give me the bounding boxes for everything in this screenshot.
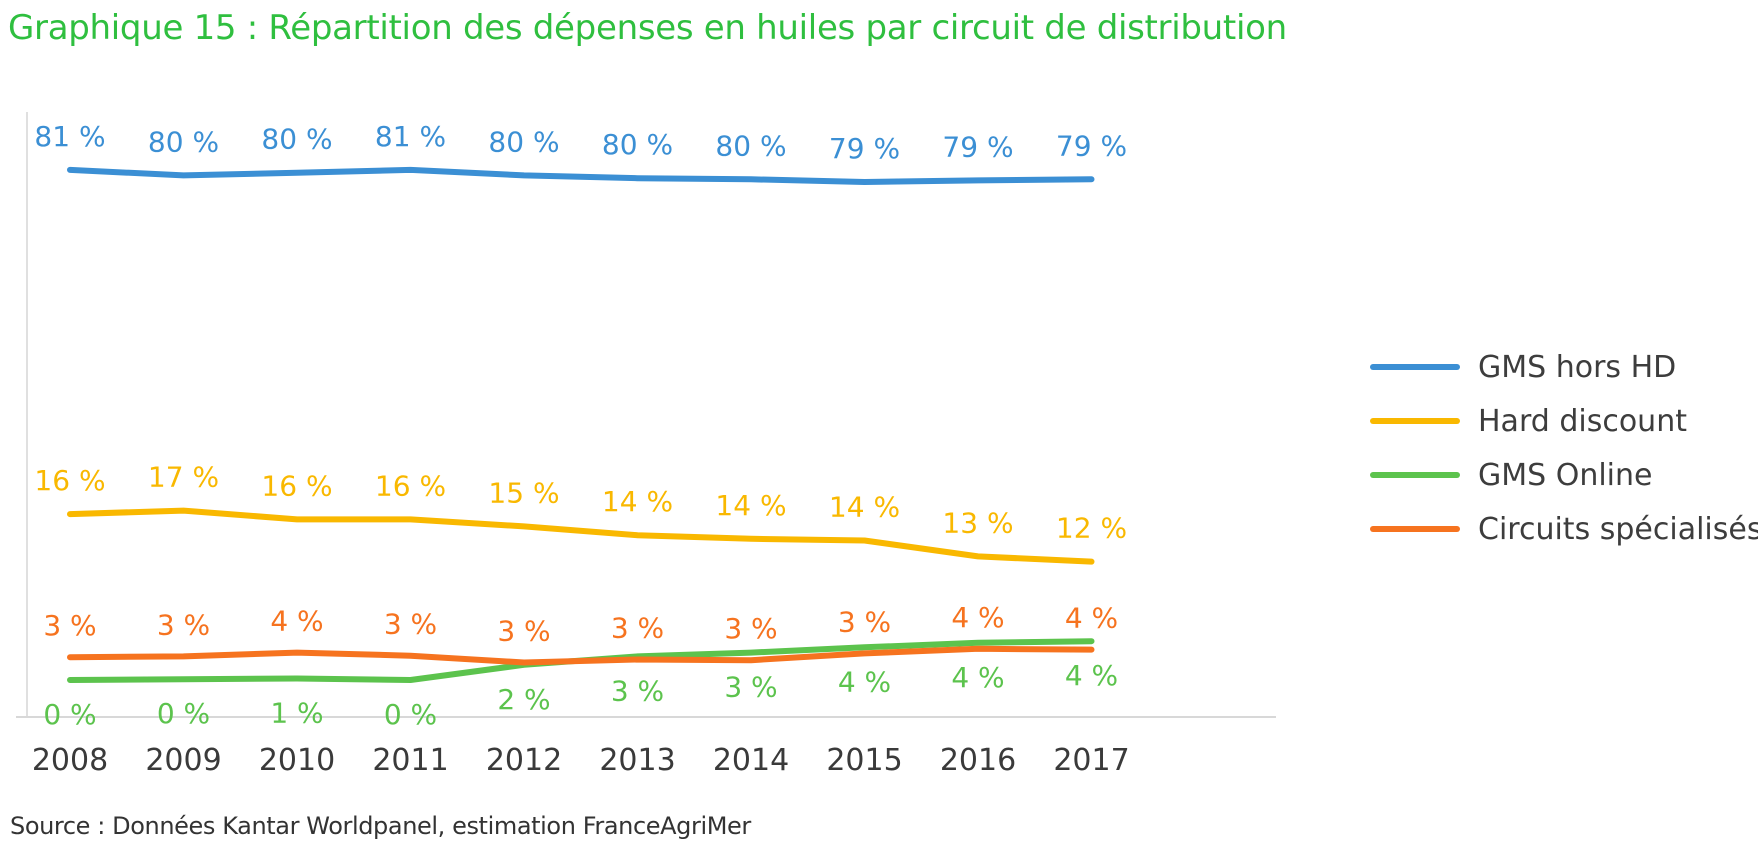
- data-label-gms-online: 0 %: [157, 697, 210, 730]
- legend-swatch-gms-online: [1370, 472, 1460, 478]
- legend-item: GMS Online: [1370, 448, 1758, 502]
- data-label-gms-online: 2 %: [497, 683, 550, 716]
- data-label-circuits-specialises: 3 %: [838, 605, 891, 638]
- data-label-circuits-specialises: 3 %: [497, 615, 550, 648]
- legend-item: GMS hors HD: [1370, 340, 1758, 394]
- x-tick-label: 2010: [259, 743, 335, 778]
- legend-label-gms-online: GMS Online: [1478, 457, 1653, 493]
- x-tick-label: 2009: [145, 743, 221, 778]
- data-label-gms-online: 3 %: [611, 674, 664, 707]
- legend: GMS hors HD Hard discount GMS Online Cir…: [1370, 340, 1758, 556]
- data-label-circuits-specialises: 3 %: [43, 609, 96, 642]
- data-label-hard-discount: 16 %: [375, 469, 446, 502]
- data-label-gms-hors-hd: 81 %: [375, 120, 446, 153]
- series-line-circuits-specialises: [67, 645, 1095, 666]
- data-label-circuits-specialises: 3 %: [611, 611, 664, 644]
- data-label-gms-hors-hd: 80 %: [488, 125, 559, 158]
- x-tick-label: 2016: [940, 743, 1016, 778]
- chart-title: Graphique 15 : Répartition des dépenses …: [8, 8, 1287, 48]
- data-label-gms-online: 4 %: [951, 661, 1004, 694]
- legend-label-gms-hors-hd: GMS hors HD: [1478, 349, 1677, 385]
- data-label-circuits-specialises: 4 %: [270, 605, 323, 638]
- data-label-gms-hors-hd: 80 %: [261, 123, 332, 156]
- series-line-hard-discount: [67, 507, 1095, 565]
- legend-swatch-circuits-specialises: [1370, 526, 1460, 532]
- data-label-gms-hors-hd: 81 %: [34, 120, 105, 153]
- x-tick-label: 2015: [826, 743, 902, 778]
- x-tick-label: 2008: [32, 743, 108, 778]
- legend-label-hard-discount: Hard discount: [1478, 403, 1687, 439]
- data-label-gms-online: 1 %: [270, 696, 323, 729]
- data-label-hard-discount: 17 %: [148, 461, 219, 494]
- data-label-circuits-specialises: 3 %: [724, 612, 777, 645]
- data-label-circuits-specialises: 4 %: [1065, 602, 1118, 635]
- x-tick-label: 2012: [486, 743, 562, 778]
- data-label-hard-discount: 14 %: [715, 489, 786, 522]
- legend-item: Hard discount: [1370, 394, 1758, 448]
- data-label-gms-online: 4 %: [1065, 659, 1118, 692]
- series-lines: [67, 166, 1095, 683]
- data-label-gms-online: 0 %: [384, 698, 437, 731]
- x-tick-label: 2014: [713, 743, 789, 778]
- legend-swatch-gms-hors-hd: [1370, 364, 1460, 370]
- legend-label-circuits-specialises: Circuits spécialisés: [1478, 511, 1758, 547]
- data-label-gms-online: 3 %: [724, 671, 777, 704]
- data-label-gms-hors-hd: 80 %: [715, 129, 786, 162]
- data-label-hard-discount: 16 %: [261, 469, 332, 502]
- data-label-gms-hors-hd: 79 %: [1056, 129, 1127, 162]
- data-label-gms-online: 4 %: [838, 665, 891, 698]
- data-label-gms-hors-hd: 79 %: [829, 132, 900, 165]
- data-label-circuits-specialises: 3 %: [384, 608, 437, 641]
- data-label-hard-discount: 13 %: [942, 506, 1013, 539]
- x-tick-label: 2017: [1053, 743, 1129, 778]
- data-labels: 81 % 80 % 80 % 81 % 80 % 80 % 80 % 79 % 79 % 79 %…: [34, 120, 1127, 731]
- data-label-gms-hors-hd: 79 %: [942, 130, 1013, 163]
- series-line-gms-hors-hd: [67, 166, 1095, 185]
- data-label-gms-hors-hd: 80 %: [148, 125, 219, 158]
- data-label-gms-online: 0 %: [43, 698, 96, 731]
- data-label-gms-hors-hd: 80 %: [602, 128, 673, 161]
- data-label-hard-discount: 12 %: [1056, 512, 1127, 545]
- source-note: Source : Données Kantar Worldpanel, esti…: [10, 812, 751, 840]
- data-label-hard-discount: 16 %: [34, 464, 105, 497]
- legend-swatch-hard-discount: [1370, 418, 1460, 424]
- x-axis-ticks: 2008 2009 2010 2011 2012 2013 2014 2015 2016 2017: [32, 743, 1130, 778]
- data-label-hard-discount: 14 %: [602, 485, 673, 518]
- data-label-circuits-specialises: 4 %: [951, 601, 1004, 634]
- line-chart: 81 % 80 % 80 % 81 % 80 % 80 % 80 % 79 % 79 % 79 %…: [16, 112, 1276, 778]
- data-label-circuits-specialises: 3 %: [157, 608, 210, 641]
- data-label-hard-discount: 15 %: [488, 476, 559, 509]
- x-tick-label: 2013: [599, 743, 675, 778]
- data-label-hard-discount: 14 %: [829, 491, 900, 524]
- legend-item: Circuits spécialisés: [1370, 502, 1758, 556]
- x-tick-label: 2011: [372, 743, 448, 778]
